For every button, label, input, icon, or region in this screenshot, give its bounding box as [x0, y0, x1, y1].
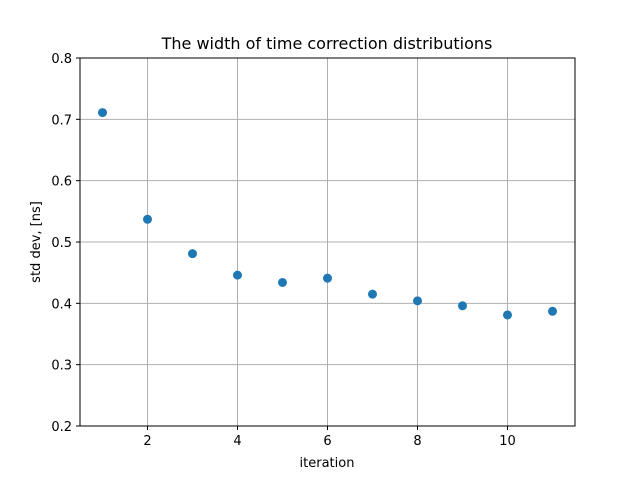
data-point	[458, 301, 467, 311]
data-point	[413, 296, 422, 306]
x-axis-label: iteration	[300, 456, 355, 471]
data-point	[278, 277, 287, 287]
y-tick-label: 0.2	[51, 420, 72, 435]
data-points	[98, 108, 557, 320]
y-tick-label: 0.6	[51, 175, 72, 190]
x-tick-label: 6	[323, 434, 331, 449]
x-tick-label: 2	[143, 434, 151, 449]
x-tick-label: 10	[499, 434, 516, 449]
data-point	[503, 310, 512, 320]
y-axis-label: std dev, [ns]	[29, 201, 44, 283]
chart-title: The width of time correction distributio…	[161, 34, 493, 53]
x-axis: 2 4 6 8 10	[143, 426, 516, 449]
y-tick-label: 0.3	[51, 359, 72, 374]
data-point	[548, 306, 557, 316]
x-tick-label: 8	[413, 434, 421, 449]
y-tick-label: 0.5	[51, 236, 72, 251]
y-tick-label: 0.7	[51, 113, 72, 128]
data-point	[368, 289, 377, 299]
data-point	[233, 270, 242, 280]
grid	[80, 57, 575, 427]
data-point	[188, 249, 197, 259]
y-axis: 0.2 0.3 0.4 0.5 0.6 0.7 0.8	[51, 52, 80, 435]
x-tick-label: 4	[233, 434, 241, 449]
y-tick-label: 0.8	[51, 52, 72, 67]
data-point	[143, 214, 152, 224]
y-tick-label: 0.4	[51, 297, 72, 312]
data-point	[98, 108, 107, 118]
data-point	[323, 273, 332, 283]
